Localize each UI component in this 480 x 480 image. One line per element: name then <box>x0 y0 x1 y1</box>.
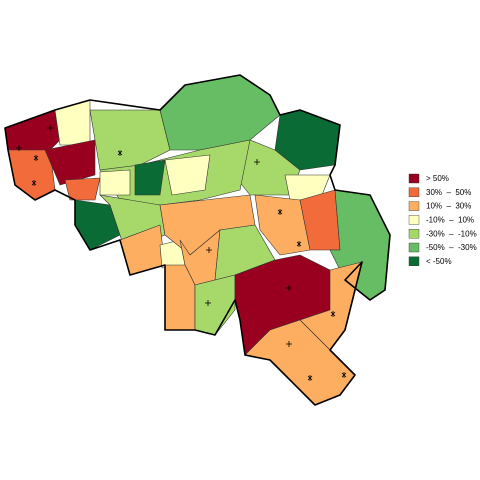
region <box>64 177 101 201</box>
marker <box>31 150 347 381</box>
legend-swatch <box>408 256 420 266</box>
legend-label: > 50% <box>426 174 449 183</box>
legend-swatch <box>408 242 420 253</box>
legend-label: -50% – -30% <box>426 243 477 252</box>
region <box>164 154 211 196</box>
legend: > 50% 30% – 50% 10% – 30% -10% – 10% -30% – … <box>408 173 477 266</box>
legend-label: 10% – 30% <box>426 202 471 211</box>
legend-label: < -50% <box>426 257 452 266</box>
marker <box>16 125 292 347</box>
markers <box>16 125 347 381</box>
region <box>254 194 311 256</box>
legend-swatch <box>408 201 420 211</box>
regions <box>4 74 391 406</box>
region <box>134 159 166 196</box>
region <box>194 274 236 336</box>
legend-label: 30% – 50% <box>426 188 471 197</box>
region <box>99 169 131 196</box>
legend-swatch <box>408 215 420 225</box>
legend-swatch <box>408 187 420 198</box>
legend-swatch <box>408 173 420 184</box>
legend-label: -30% – -10% <box>426 229 477 238</box>
region <box>54 99 91 146</box>
legend-label: -10% – 10% <box>426 216 474 225</box>
region <box>44 139 96 186</box>
legend-swatch <box>408 228 420 239</box>
country-outline <box>4 74 391 406</box>
region <box>159 74 281 151</box>
